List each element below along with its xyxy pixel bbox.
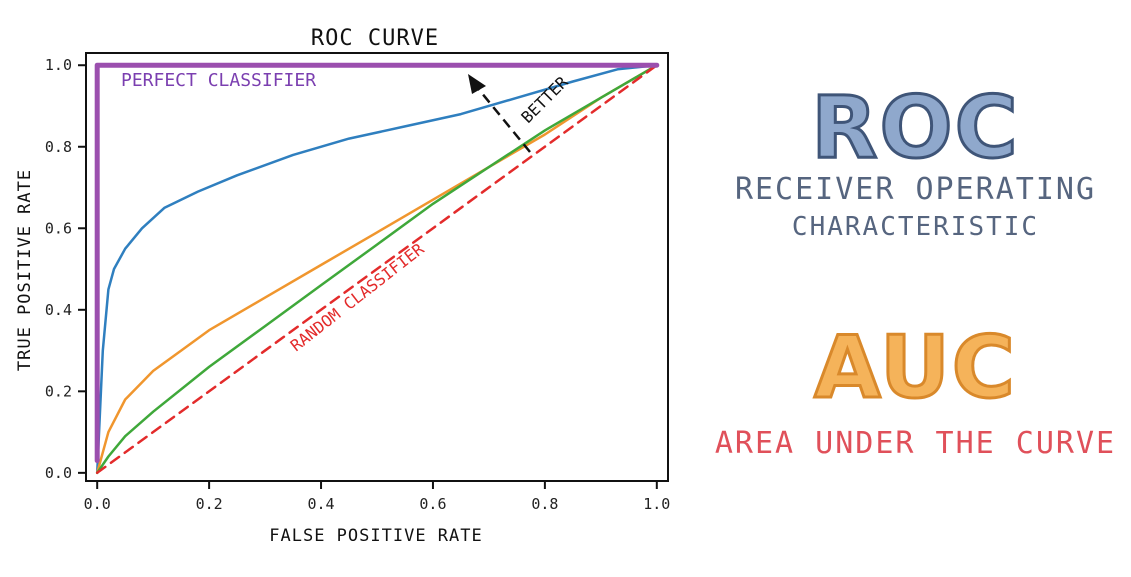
x-tick-label: 0.4 [307,495,334,513]
better-arrowhead [468,74,486,94]
x-axis-ticks: 0.0 0.2 0.4 0.6 0.8 1.0 [84,481,671,513]
perfect-classifier-label: PERFECT CLASSIFIER [121,70,316,91]
x-tick-label: 0.8 [531,495,558,513]
random-classifier-label: RANDOM CLASSIFIER [287,239,428,355]
x-tick-label: 0.0 [84,495,111,513]
auc-heading: AUC [700,318,1131,418]
x-axis-label: FALSE POSITIVE RATE [269,526,482,546]
x-tick-label: 0.2 [196,495,223,513]
roc-chart: ROC CURVE 0.00.20.40.60.81.0 0.0 0.2 0.4 0.… [0,0,700,577]
chart-title: ROC CURVE [311,26,439,51]
definitions-panel: ROC RECEIVER OPERATING CHARACTERISTIC AU… [700,0,1131,577]
y-tick-label: 0.6 [45,219,72,237]
roc-definition-line-2: CHARACTERISTIC [700,212,1131,242]
y-tick-label: 0.8 [45,138,72,156]
auc-definition: AREA UNDER THE CURVE [700,426,1131,461]
roc-definition-line-1: RECEIVER OPERATING [700,172,1131,207]
series-line-0 [97,65,657,460]
y-axis-ticks: 0.0 0.2 0.4 0.6 0.8 1.0 [45,56,86,482]
y-tick-label: 1.0 [45,56,72,74]
x-tick-label: 1.0 [643,495,670,513]
roc-heading: ROC [700,78,1131,178]
y-axis-label: TRUE POSITIVE RATE [15,169,35,371]
x-tick-label: 0.6 [419,495,446,513]
y-tick-label: 0.4 [45,301,72,319]
y-tick-label: 0.0 [45,464,72,482]
y-tick-label: 0.2 [45,382,72,400]
